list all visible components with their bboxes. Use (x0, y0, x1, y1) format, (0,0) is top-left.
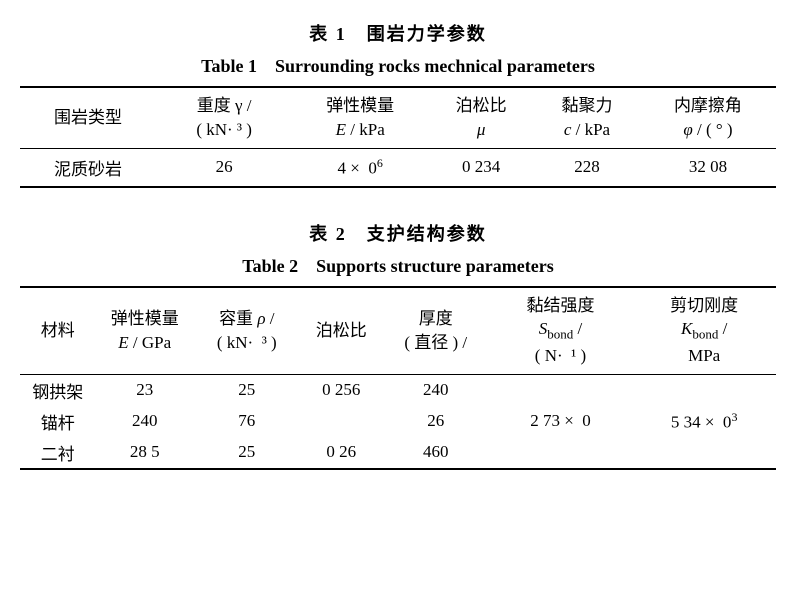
t2-col-bond-strength: 黏结强度 Sbond / ( N· ¹ ) (489, 287, 633, 375)
t2-col-material: 材料 (20, 287, 96, 375)
t2-r3-shear-stiffness (632, 437, 776, 469)
table-1: 围岩类型 重度 γ / ( kN· ³ ) 弹性模量 E / kPa 泊松比 μ… (20, 86, 776, 188)
t2-r1-bond-strength (489, 374, 633, 406)
table-2-row-2: 锚杆 240 76 26 2 73 × 0 5 34 × 03 (20, 406, 776, 437)
table-2-caption-en: Table 2 Supports structure parameters (20, 252, 776, 278)
t1-col-gamma: 重度 γ / ( kN· ³ ) (156, 87, 292, 148)
table-2-wrapper: 表 2 支护结构参数 Table 2 Supports structure pa… (20, 220, 776, 470)
t1-col-modulus: 弹性模量 E / kPa (292, 87, 428, 148)
t2-r2-shear-stiffness: 5 34 × 03 (632, 406, 776, 437)
t2-r3-material: 二衬 (20, 437, 96, 469)
table-2-header-row: 材料 弹性模量 E / GPa 容重 ρ / ( kN· ³ ) 泊松比 厚度 … (20, 287, 776, 375)
t2-r2-poisson (300, 406, 383, 437)
t2-r3-modulus: 28 5 (96, 437, 194, 469)
t1-cell-gamma: 26 (156, 148, 292, 187)
t2-r3-density: 25 (194, 437, 300, 469)
table-2-row-3: 二衬 28 5 25 0 26 460 (20, 437, 776, 469)
t2-r2-material: 锚杆 (20, 406, 96, 437)
t2-col-shear-stiffness: 剪切刚度 Kbond / MPa (632, 287, 776, 375)
t2-r2-thickness: 26 (383, 406, 489, 437)
t2-r1-shear-stiffness (632, 374, 776, 406)
t1-col-cohesion: 黏聚力 c / kPa (534, 87, 640, 148)
t2-r3-bond-strength (489, 437, 633, 469)
t1-col-friction: 内摩擦角 φ / ( ° ) (640, 87, 776, 148)
table-1-caption-en: Table 1 Surrounding rocks mechnical para… (20, 52, 776, 78)
t1-cell-modulus: 4 × 06 (292, 148, 428, 187)
t2-r1-modulus: 23 (96, 374, 194, 406)
t1-cell-type: 泥质砂岩 (20, 148, 156, 187)
t1-col-type: 围岩类型 (20, 87, 156, 148)
t2-r3-thickness: 460 (383, 437, 489, 469)
t2-r2-modulus: 240 (96, 406, 194, 437)
t2-col-modulus: 弹性模量 E / GPa (96, 287, 194, 375)
t2-col-density: 容重 ρ / ( kN· ³ ) (194, 287, 300, 375)
table-1-caption-cn: 表 1 围岩力学参数 (20, 20, 776, 46)
table-2: 材料 弹性模量 E / GPa 容重 ρ / ( kN· ³ ) 泊松比 厚度 … (20, 286, 776, 470)
t1-col-poisson: 泊松比 μ (428, 87, 534, 148)
t2-col-thickness: 厚度 ( 直径 ) / (383, 287, 489, 375)
t2-r3-poisson: 0 26 (300, 437, 383, 469)
table-2-caption-cn: 表 2 支护结构参数 (20, 220, 776, 246)
t2-r1-poisson: 0 256 (300, 374, 383, 406)
t1-cell-cohesion: 228 (534, 148, 640, 187)
t2-r2-bond-strength: 2 73 × 0 (489, 406, 633, 437)
t1-cell-friction: 32 08 (640, 148, 776, 187)
t2-r2-density: 76 (194, 406, 300, 437)
table-1-wrapper: 表 1 围岩力学参数 Table 1 Surrounding rocks mec… (20, 20, 776, 188)
t1-cell-poisson: 0 234 (428, 148, 534, 187)
t2-r1-material: 钢拱架 (20, 374, 96, 406)
table-1-data-row: 泥质砂岩 26 4 × 06 0 234 228 32 08 (20, 148, 776, 187)
t2-col-poisson: 泊松比 (300, 287, 383, 375)
t2-r1-density: 25 (194, 374, 300, 406)
table-1-header-row: 围岩类型 重度 γ / ( kN· ³ ) 弹性模量 E / kPa 泊松比 μ… (20, 87, 776, 148)
table-2-row-1: 钢拱架 23 25 0 256 240 (20, 374, 776, 406)
t2-r1-thickness: 240 (383, 374, 489, 406)
